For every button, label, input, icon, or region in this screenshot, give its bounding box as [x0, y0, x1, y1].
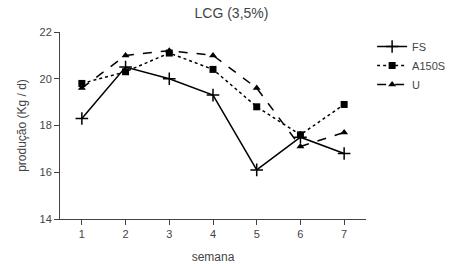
svg-text:18: 18 [40, 119, 52, 131]
svg-text:14: 14 [40, 213, 52, 225]
svg-text:2: 2 [123, 228, 129, 240]
svg-text:4: 4 [210, 228, 216, 240]
svg-text:1: 1 [79, 228, 85, 240]
svg-text:produção (Kg / d): produção (Kg / d) [15, 79, 29, 172]
svg-text:A150S: A150S [412, 60, 445, 72]
svg-text:20: 20 [40, 73, 52, 85]
svg-text:5: 5 [254, 228, 260, 240]
svg-text:LCG (3,5%): LCG (3,5%) [195, 5, 269, 21]
svg-text:6: 6 [297, 228, 303, 240]
svg-text:semana: semana [192, 250, 235, 264]
svg-text:22: 22 [40, 26, 52, 38]
svg-text:FS: FS [412, 41, 426, 53]
svg-text:16: 16 [40, 166, 52, 178]
svg-text:U: U [412, 79, 420, 91]
svg-text:7: 7 [341, 228, 347, 240]
svg-text:3: 3 [166, 228, 172, 240]
